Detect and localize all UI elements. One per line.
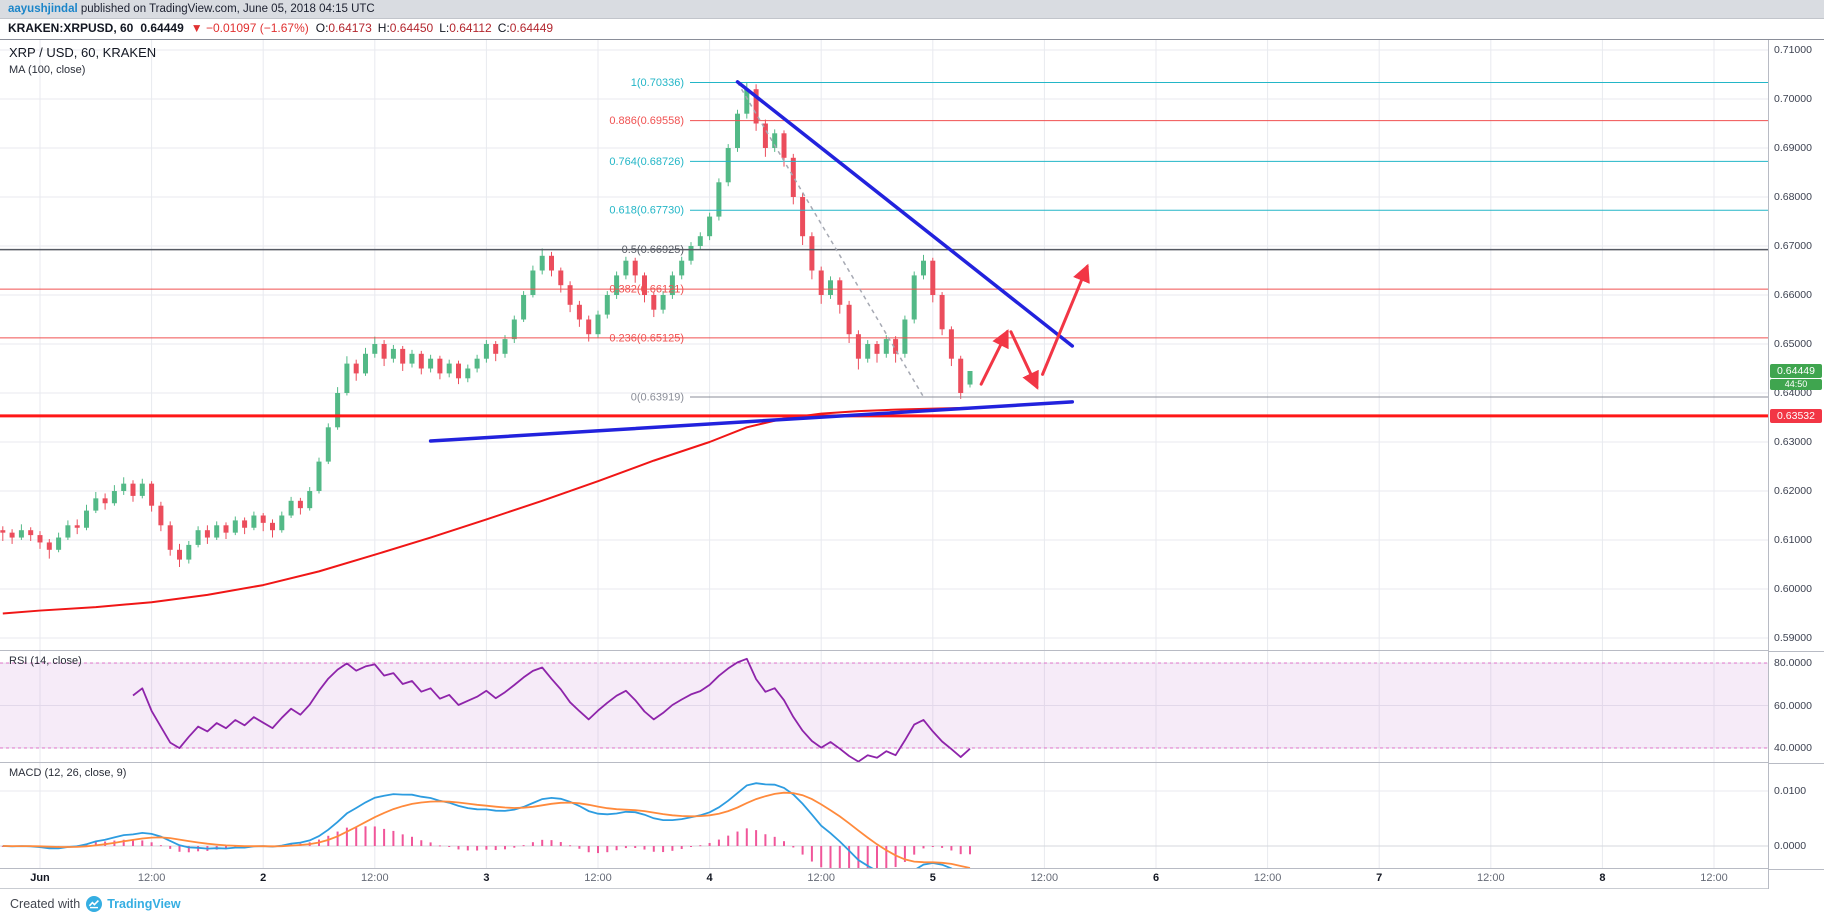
time-axis-day-label: 7 [1376,872,1383,884]
price-axis-label: 40.0000 [1774,742,1812,754]
vertical-gridlines [39,763,1715,868]
price-axis-label: 0.59000 [1774,632,1812,644]
pane-separator [1769,869,1824,870]
vertical-gridlines [39,651,1715,762]
time-axis-hour-label: 12:00 [1700,872,1728,884]
chart-area: 1(0.70336) 0.886(0.69558) 0.764(0.68726) 0.… [0,39,1824,889]
price-change: ▼ −0.01097 (−1.67%) [191,19,309,39]
rsi-band [0,663,1768,748]
svg-text:1(0.70336): 1(0.70336) [631,77,684,89]
price-axis-label: 0.0000 [1774,840,1807,852]
projection-arrows[interactable] [979,263,1090,390]
tradingview-logo-icon [86,895,103,912]
change-value: −0.01097 (−1.67%) [205,21,309,35]
main-price-pane[interactable]: 1(0.70336) 0.886(0.69558) 0.764(0.68726) 0.… [0,40,1768,651]
time-axis[interactable]: Jun 12:00 2 12:00 3 12:00 4 12:00 5 12:00 6 12:00 7 1… [0,869,1768,889]
attribution-bar: aayushjindal published on TradingView.co… [0,0,1824,19]
horizontal-gridlines [0,49,1768,639]
macd-signal-line [2,791,971,868]
close-label: C: [497,21,510,35]
price-axis-label: 0.65000 [1774,338,1812,350]
time-axis-day-label: 3 [483,872,490,884]
time-axis-hour-label: 12:00 [1253,872,1282,884]
time-axis-hour-label: 12:00 [584,872,612,884]
pane-separator [1769,651,1824,652]
price-axis-label: 0.61000 [1774,534,1812,546]
close-value: 0.64449 [509,21,554,35]
price-axis-label: 0.68000 [1774,191,1812,203]
price-axis-label: 0.71000 [1774,44,1812,56]
macd-chart[interactable] [0,763,1768,868]
time-axis-day-label: 8 [1599,872,1606,884]
pane-separator [1769,763,1824,764]
time-axis-day-label: 4 [706,872,713,884]
footer-bar: Created with TradingView [0,889,1824,918]
price-axis-label: 60.0000 [1774,699,1812,712]
open-label: O: [315,21,329,35]
price-axis-label: 0.69000 [1774,142,1812,154]
candlestick-chart[interactable]: 1(0.70336) 0.886(0.69558) 0.764(0.68726) 0.… [0,40,1768,650]
time-axis-hour-label: 12:00 [361,872,389,884]
time-axis-hour-label: 12:00 [1030,872,1059,884]
rsi-line [132,657,971,762]
last-price-value: 0.64449 [140,21,184,35]
svg-text:0.5(0.66925): 0.5(0.66925) [622,244,684,256]
time-axis-hour-label: 12:00 [1477,872,1505,884]
rsi-chart[interactable] [0,651,1768,762]
time-axis-day-label: 6 [1152,872,1160,884]
fib-retracement[interactable]: 1(0.70336) 0.886(0.69558) 0.764(0.68726) 0.… [0,77,1768,403]
author-link[interactable]: aayushjindal [8,3,78,15]
support-price-badge: 0.63532 [1770,408,1822,423]
open-value: 0.64173 [328,21,372,35]
time-axis-day-label: 2 [260,872,267,884]
tradingview-brand-text: TradingView [107,896,181,911]
footer-prefix: Created with [10,896,81,911]
price-axis-label: 80.0000 [1774,657,1812,669]
price-axis-label: 0.70000 [1774,93,1812,105]
down-arrow-icon: ▼ [190,21,203,35]
time-axis-hour-label: 12:00 [137,872,166,884]
price-axis-label: 0.64000 [1774,387,1812,399]
high-label: H: [377,21,390,35]
price-axis-label: 0.60000 [1774,583,1812,595]
time-axis-day-label: Jun [30,872,50,884]
attribution-text: published on TradingView.com, June 05, 2… [77,3,375,15]
macd-histogram [1,826,971,868]
last-price-badge: 0.64449 [1770,363,1822,378]
candles-layer [0,82,973,567]
high-value: 0.64450 [389,21,434,35]
low-value: 0.64112 [449,21,492,35]
svg-text:0.886(0.69558): 0.886(0.69558) [609,115,684,127]
svg-text:0.382(0.66121): 0.382(0.66121) [609,284,684,296]
ohlc-status-bar: KRAKEN:XRPUSD, 60 0.64449 ▼ −0.01097 (−1… [0,19,1824,39]
ohlc-values: O:0.64173 H:0.64450 L:0.64112 C:0.64449 [316,19,553,39]
low-label: L: [439,21,450,35]
svg-text:0.236(0.65125): 0.236(0.65125) [609,332,684,344]
candle-countdown-badge: 44:50 [1770,378,1822,390]
symbol-label: KRAKEN:XRPUSD, 60 [8,21,134,35]
chart-plots: 1(0.70336) 0.886(0.69558) 0.764(0.68726) 0.… [0,40,1768,889]
trend-lines[interactable] [428,80,1075,443]
rsi-pane[interactable]: RSI (14, close) [0,651,1768,763]
price-axis-label: 0.67000 [1774,240,1812,252]
svg-text:0.764(0.68726): 0.764(0.68726) [609,156,684,168]
dashed-retracement-line[interactable] [736,81,925,398]
time-axis-hour-label: 12:00 [807,872,835,884]
svg-text:0.618(0.67730): 0.618(0.67730) [609,205,684,217]
price-axis-label: 0.63000 [1774,436,1812,448]
price-axis-label: 0.66000 [1774,289,1812,301]
macd-pane[interactable]: MACD (12, 26, close, 9) [0,763,1768,869]
price-axis-label: 0.0100 [1774,785,1807,797]
tradingview-link[interactable]: TradingView [86,895,181,912]
ma-100-line [2,406,971,615]
time-axis-day-label: 5 [929,872,936,884]
price-axis[interactable]: 0.71000 0.70000 0.69000 0.68000 0.67000 0.660… [1768,40,1824,889]
svg-text:0(0.63919): 0(0.63919) [631,391,684,403]
price-axis-label: 0.62000 [1774,485,1812,497]
